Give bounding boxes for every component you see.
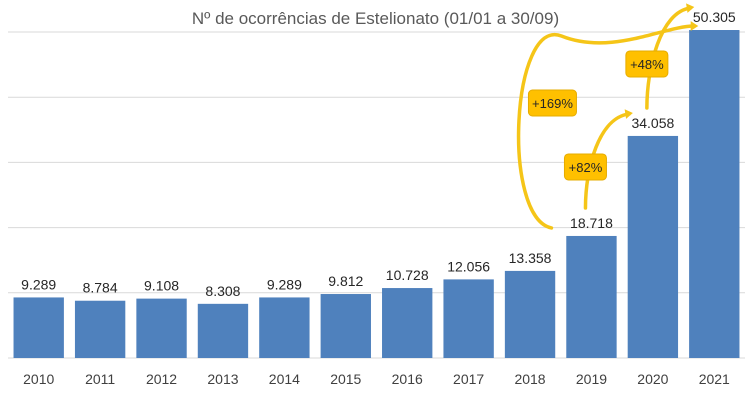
- badge-+82%-box: [563, 153, 607, 181]
- bar-2014: [259, 297, 310, 358]
- badge-+48%-box: [625, 50, 669, 78]
- x-tick-2011: 2011: [85, 371, 115, 387]
- data-label-2017: 12.056: [447, 258, 490, 274]
- badge-+48%-label: +48%: [630, 57, 664, 72]
- bar-2018: [504, 270, 556, 358]
- bar-2015: [320, 294, 371, 358]
- data-label-2016: 10.728: [386, 267, 429, 283]
- arrow-+82%: [583, 112, 631, 210]
- data-label-2018: 13.358: [509, 250, 552, 266]
- arrowhead-+82%: [624, 109, 633, 119]
- badge-+169%-box: [527, 89, 577, 117]
- bar-2010: [13, 297, 64, 358]
- arrowhead-+169%: [690, 21, 699, 31]
- arrow-+169%: [516, 24, 697, 230]
- data-labels: 9.289 8.784 9.108 8.308 9.289 9.812 10.728 12.0…: [21, 9, 736, 299]
- data-label-2013: 8.308: [205, 283, 240, 299]
- x-tick-2017: 2017: [453, 371, 484, 387]
- bar-2017: [443, 279, 494, 358]
- badge-+169%: +169%: [527, 89, 577, 117]
- data-label-2019: 18.718: [570, 215, 613, 231]
- bars: [13, 30, 740, 358]
- x-tick-2019: 2019: [576, 371, 607, 387]
- data-label-2011: 8.784: [83, 280, 118, 296]
- x-tick-2010: 2010: [23, 371, 54, 387]
- x-tick-2014: 2014: [269, 371, 300, 387]
- bar-2012: [136, 298, 187, 358]
- x-tick-2020: 2020: [637, 371, 668, 387]
- badge-+48%: +48%: [625, 50, 669, 78]
- badge-+82%-label: +82%: [569, 160, 603, 175]
- bar-2011: [74, 300, 126, 358]
- bar-2020: [627, 135, 679, 358]
- data-label-2015: 9.812: [328, 273, 363, 289]
- badge-+82%: +82%: [563, 153, 607, 181]
- badge-+169%-label: +169%: [532, 96, 573, 111]
- x-tick-2021: 2021: [699, 371, 730, 387]
- data-label-2021: 50.305: [693, 9, 736, 25]
- data-label-2014: 9.289: [267, 276, 302, 292]
- data-label-2012: 9.108: [144, 278, 179, 294]
- data-label-2020: 34.058: [631, 115, 674, 131]
- x-tick-2013: 2013: [207, 371, 238, 387]
- bar-2016: [382, 288, 433, 358]
- bar-2019: [566, 235, 617, 358]
- chart-title: Nº de ocorrências de Estelionato (01/01 …: [192, 9, 559, 28]
- x-tick-2012: 2012: [146, 371, 177, 387]
- gridlines: [8, 31, 745, 359]
- x-tick-2018: 2018: [514, 371, 545, 387]
- bar-2013: [197, 303, 249, 358]
- arrowhead-+48%: [686, 3, 695, 13]
- x-tick-2016: 2016: [392, 371, 423, 387]
- x-tick-2015: 2015: [330, 371, 361, 387]
- x-axis-ticks: 2010 2011 2012 2013 2014 2015 2016 2017 2018 2019…: [23, 371, 730, 387]
- growth-annotations: +169% +82% +48%: [516, 3, 699, 230]
- arrow-+48%: [645, 6, 693, 110]
- data-label-2010: 9.289: [21, 276, 56, 292]
- bar-2021: [689, 30, 740, 358]
